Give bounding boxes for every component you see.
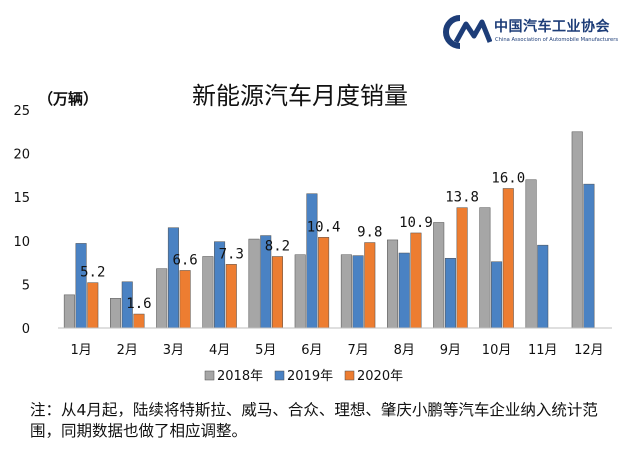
data-label: 10.9	[399, 215, 433, 231]
x-tick-label: 7月	[347, 343, 368, 358]
bar	[306, 193, 318, 329]
bar	[433, 222, 445, 329]
x-axis: 1月 2月 3月 4月 5月 6月 7月 8月 9月 10月 11月 12月	[70, 343, 603, 358]
legend: 2018年 2019年 2020年	[204, 369, 403, 384]
bar	[352, 255, 364, 329]
bar-groups	[63, 131, 595, 329]
sales-chart: 新能源汽车月度销量 （万辆） 0 5 10 15 20 25 5.2 1.6 6.6 7.3 8.…	[13, 82, 612, 384]
bar	[340, 254, 352, 329]
bar	[571, 131, 583, 329]
x-tick-label: 11月	[528, 343, 558, 358]
x-tick-label: 6月	[301, 343, 322, 358]
bar	[248, 238, 260, 329]
bar	[167, 227, 179, 329]
x-tick-label: 5月	[255, 343, 276, 358]
data-labels: 5.2 1.6 6.6 7.3 8.2 10.4 9.8 10.9 13.8 16.0	[80, 170, 525, 312]
y-unit-label: （万辆）	[38, 90, 98, 108]
bar	[583, 183, 595, 329]
x-tick-label: 1月	[70, 343, 91, 358]
x-tick-label: 10月	[482, 343, 512, 358]
bar	[456, 207, 468, 329]
bar	[502, 188, 514, 329]
x-tick-label: 4月	[209, 343, 230, 358]
caam-logo: 中国汽车工业协会 China Association of Automobile…	[438, 12, 618, 52]
footnote: 注：从4月起，陆续将特斯拉、威马、合众、理想、肇庆小鹏等汽车企业纳入统计范围，同…	[30, 401, 598, 440]
logo-subtitle: China Association of Automobile Manufact…	[495, 37, 619, 43]
legend-swatch	[274, 370, 285, 381]
x-tick-label: 12月	[574, 343, 604, 358]
data-label: 5.2	[80, 265, 105, 281]
y-tick-label: 10	[13, 235, 30, 250]
y-tick-label: 5	[22, 278, 30, 293]
y-tick-label: 15	[13, 191, 30, 206]
y-tick-label: 25	[13, 104, 30, 119]
bar	[444, 257, 456, 329]
legend-swatch	[344, 370, 355, 381]
bar	[491, 261, 503, 329]
data-label: 16.0	[491, 170, 525, 186]
y-axis: 0 5 10 15 20 25	[13, 104, 30, 337]
bar	[202, 256, 214, 329]
bar	[75, 243, 87, 329]
bar	[318, 237, 330, 329]
bar	[364, 242, 376, 329]
bar	[63, 294, 75, 329]
x-tick-label: 9月	[440, 343, 461, 358]
bar	[410, 232, 422, 329]
bar	[294, 254, 306, 329]
data-label: 6.6	[172, 252, 197, 268]
data-label: 10.4	[307, 219, 341, 235]
data-label: 9.8	[357, 225, 382, 241]
bar	[133, 313, 145, 329]
bar	[398, 252, 410, 329]
x-tick-label: 8月	[394, 343, 415, 358]
caam-logo-mark	[443, 15, 492, 49]
bar	[156, 268, 168, 329]
bar	[110, 298, 122, 329]
chart-title: 新能源汽车月度销量	[192, 82, 408, 110]
data-label: 1.6	[126, 296, 151, 312]
x-tick-label: 2月	[117, 343, 138, 358]
legend-label: 2020年	[357, 369, 403, 384]
bar	[271, 256, 283, 329]
legend-swatch	[204, 370, 215, 381]
bar	[225, 264, 237, 329]
bar	[87, 282, 99, 329]
logo-name: 中国汽车工业协会	[494, 19, 610, 35]
legend-label: 2018年	[217, 369, 263, 384]
bar	[525, 179, 537, 329]
x-tick-label: 3月	[163, 343, 184, 358]
bar	[179, 270, 191, 329]
bar	[479, 207, 491, 329]
data-label: 13.8	[445, 190, 479, 206]
y-tick-label: 20	[13, 148, 30, 163]
bar	[537, 244, 549, 329]
y-tick-label: 0	[22, 322, 30, 337]
data-label: 7.3	[219, 246, 244, 262]
legend-label: 2019年	[287, 369, 333, 384]
bar	[387, 239, 399, 329]
data-label: 8.2	[265, 238, 290, 254]
